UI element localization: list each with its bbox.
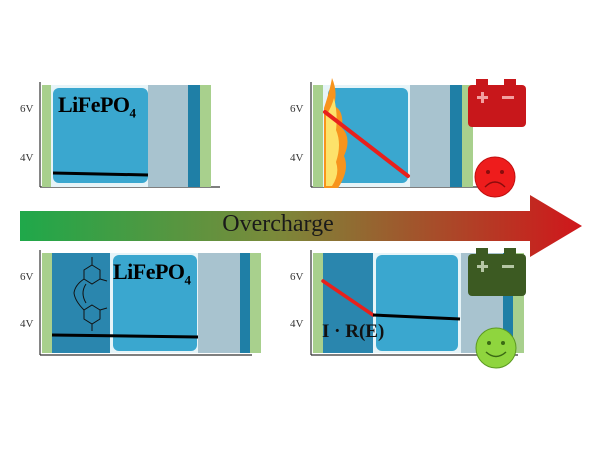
panel-normal-charge: 6V 4V LiFePO4 — [20, 70, 260, 200]
current-collector-right — [250, 253, 261, 353]
anode — [450, 85, 462, 187]
battery-protected-icon — [468, 248, 526, 296]
separator — [198, 253, 240, 353]
anode — [503, 253, 513, 353]
shuttle-layer — [52, 253, 110, 353]
cell-schematic — [39, 82, 220, 188]
cell-schematic — [39, 250, 261, 356]
separator — [148, 85, 188, 187]
cathode-particles — [113, 255, 197, 351]
overcharge-label: Overcharge — [222, 211, 334, 237]
tick-6v: 6V — [20, 271, 34, 283]
material-label: LiFePO4 — [113, 259, 191, 288]
tick-4v: 4V — [290, 152, 304, 164]
voltage-curve — [51, 333, 199, 339]
cathode-particles — [53, 88, 148, 183]
current-collector-left — [42, 253, 52, 353]
voltage-curve-plateau — [372, 313, 461, 321]
panel-shuttle-additive: 6V 4V LiFePO4 — [20, 245, 261, 375]
happy-face-icon — [475, 327, 517, 369]
tick-4v: 4V — [20, 152, 34, 164]
arrow-shape — [20, 195, 582, 257]
current-collector-right — [462, 85, 473, 187]
material-subscript: 4 — [184, 272, 192, 288]
tick-6v: 6V — [290, 271, 304, 283]
voltage-curve-clamped — [321, 279, 375, 317]
tick-6v: 6V — [290, 103, 304, 115]
anode — [240, 253, 250, 353]
cell-schematic — [310, 78, 495, 188]
material-subscript: 4 — [129, 105, 137, 121]
cathode-particles — [376, 255, 458, 351]
panel-overcharge-failure: 6V 4V — [290, 70, 530, 200]
current-collector-left — [313, 253, 323, 353]
cell-schematic — [310, 250, 524, 356]
tick-4v: 4V — [290, 318, 304, 330]
current-collector-right — [513, 253, 524, 353]
material-label: LiFePO4 — [58, 92, 136, 121]
shuttle-layer — [323, 253, 373, 353]
voltage-curve — [52, 171, 149, 177]
molecule-icon — [73, 257, 108, 331]
anode — [188, 85, 200, 187]
material-name: LiFePO — [58, 92, 130, 117]
tick-4v: 4V — [20, 318, 34, 330]
current-collector-left — [313, 85, 323, 187]
voltage-curve-rising — [323, 110, 410, 178]
sad-face-icon — [474, 156, 516, 198]
tick-6v: 6V — [20, 103, 34, 115]
battery-failed-icon — [468, 79, 526, 127]
current-collector-left — [42, 85, 51, 187]
current-collector-right — [200, 85, 211, 187]
overcharge-arrow: Overcharge — [18, 193, 584, 259]
panel-shuttle-protected: 6V 4V I · R(E) — [290, 245, 530, 375]
material-name: LiFePO — [113, 259, 185, 284]
separator — [410, 85, 450, 187]
ir-label: I · R(E) — [322, 321, 385, 342]
